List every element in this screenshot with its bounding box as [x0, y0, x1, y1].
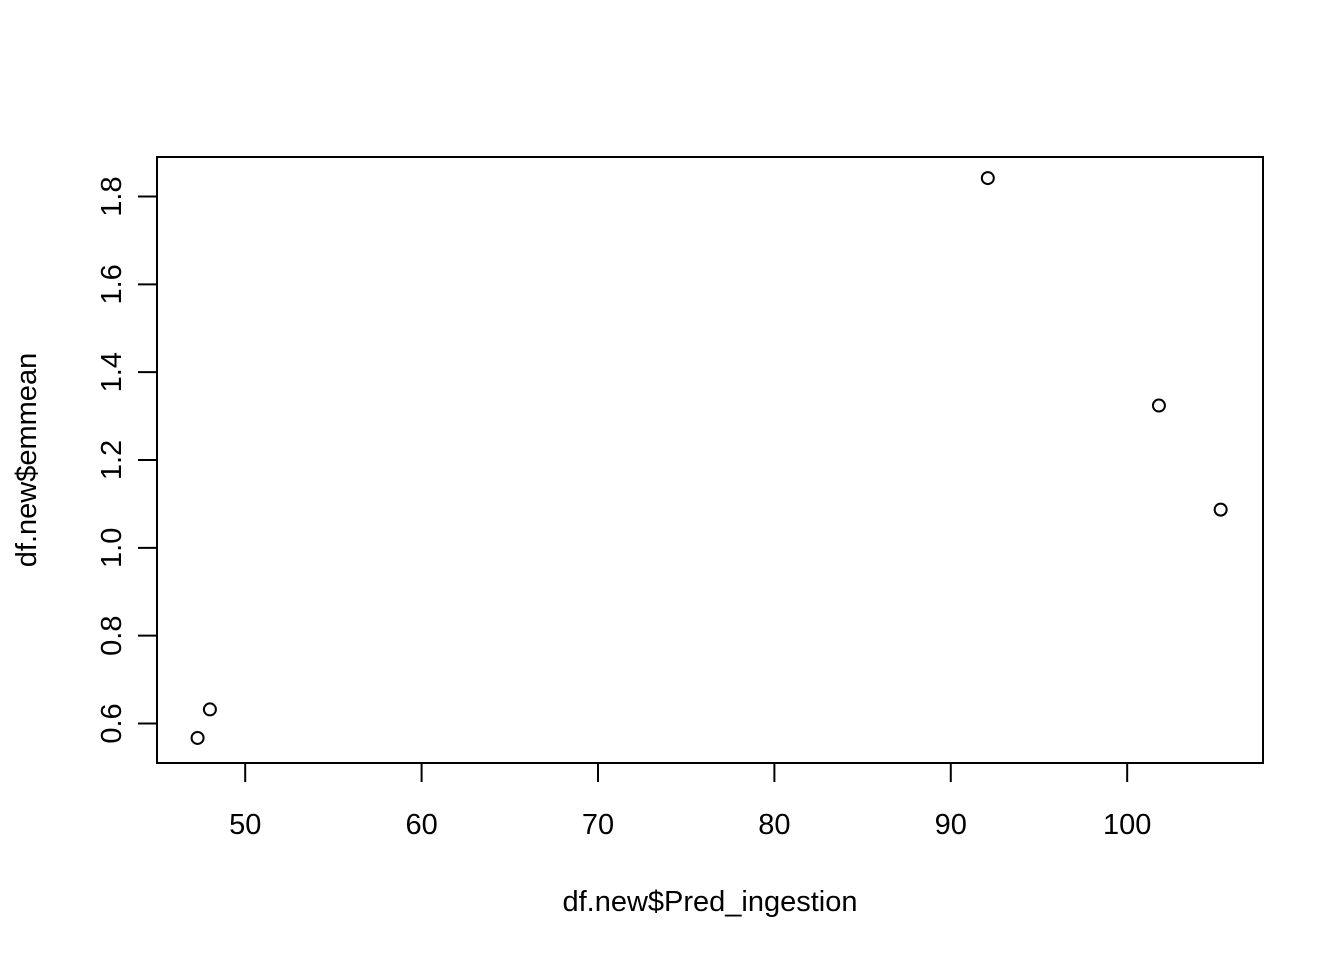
data-point	[202, 702, 217, 717]
y-tick-label: 1.2	[96, 440, 128, 480]
y-axis-title: df.new$emmean	[11, 353, 43, 567]
data-point	[1213, 502, 1228, 517]
y-tick-label: 1.4	[96, 352, 128, 392]
y-tick-label: 1.8	[96, 176, 128, 216]
x-tick-label: 60	[405, 809, 437, 841]
plot-box	[156, 156, 1264, 764]
x-tick-label: 50	[229, 809, 261, 841]
x-tick-label: 80	[758, 809, 790, 841]
y-tick-label: 0.8	[96, 615, 128, 655]
data-point	[1151, 398, 1166, 413]
x-tick-label: 100	[1103, 809, 1151, 841]
x-tick-label: 90	[935, 809, 967, 841]
y-axis: 0.6 0.8 1.0 1.2 1.4 1.6 1.8	[96, 176, 158, 744]
x-tick-label: 70	[582, 809, 614, 841]
y-tick-label: 1.6	[96, 264, 128, 304]
y-tick-label: 1.0	[96, 528, 128, 568]
x-axis-title: df.new$Pred_ingestion	[562, 886, 857, 918]
data-points	[190, 171, 1228, 745]
data-point	[190, 730, 205, 745]
y-tick-label: 0.6	[96, 703, 128, 743]
x-axis: 50 60 70 80 90 100	[229, 762, 1151, 841]
data-point	[980, 171, 995, 186]
